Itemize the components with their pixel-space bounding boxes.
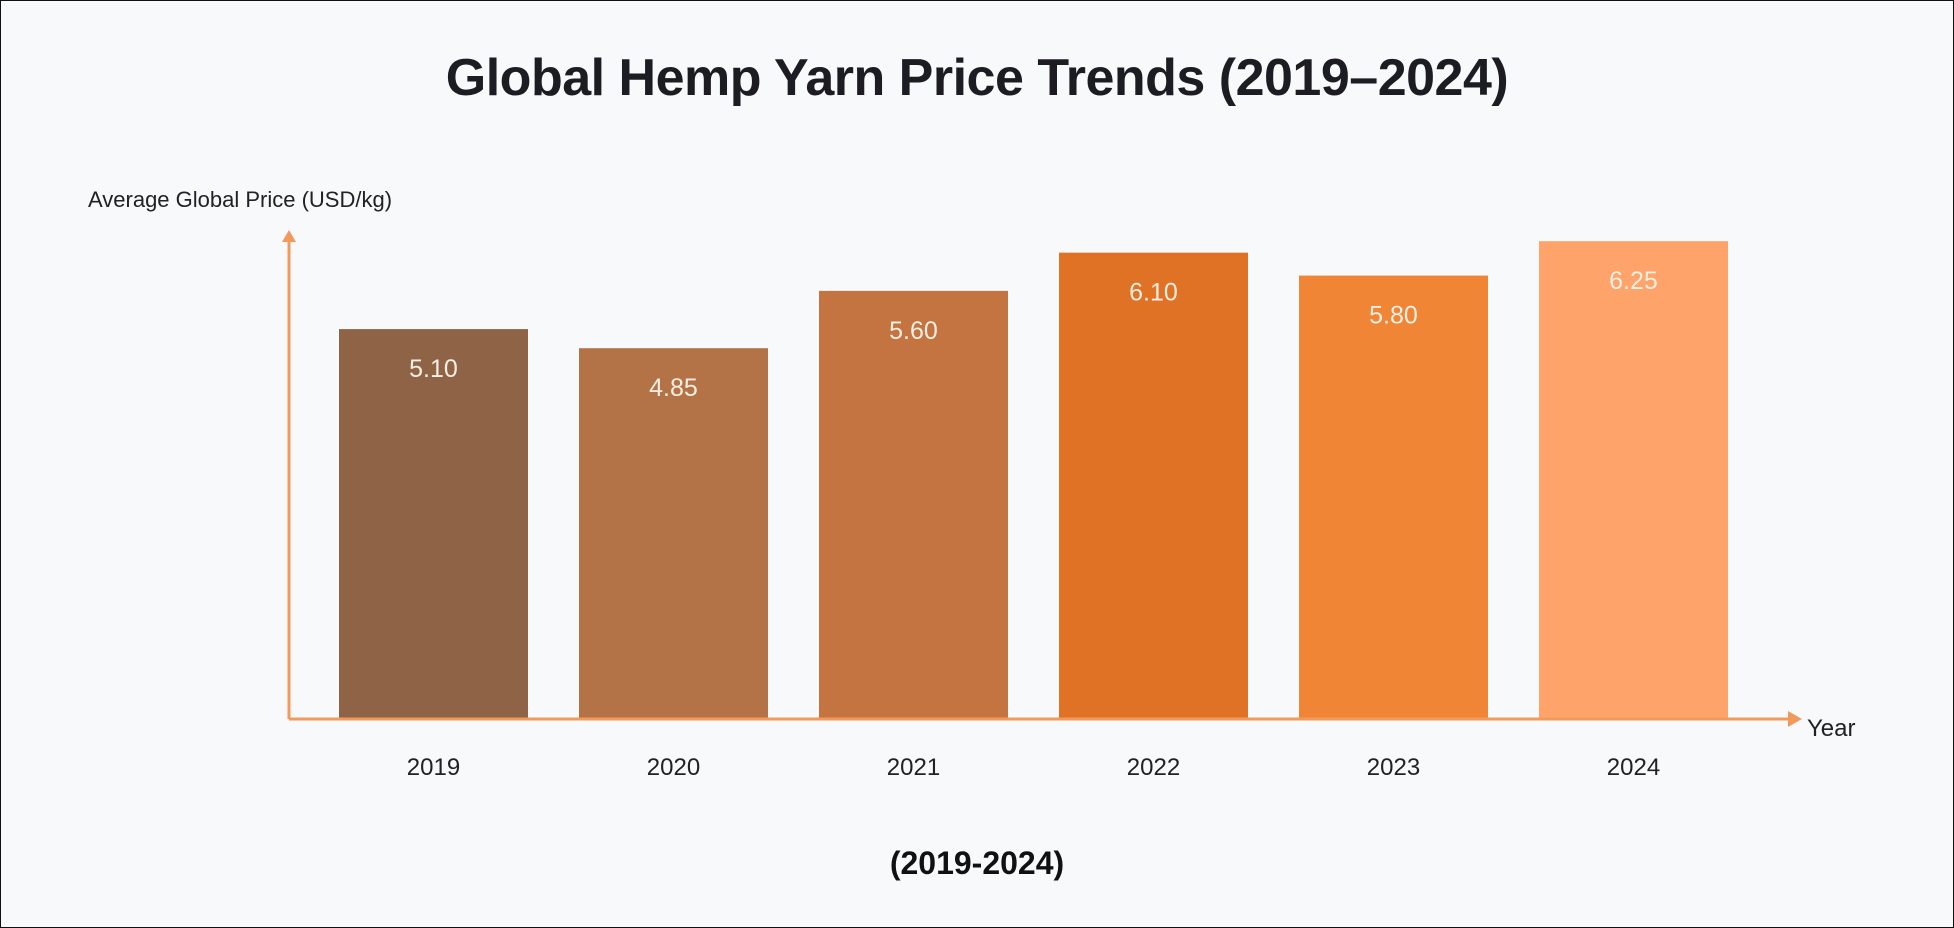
x-axis-label: Year — [1807, 715, 1856, 742]
y-axis-arrow-icon — [282, 230, 296, 242]
x-axis-arrow-icon — [1788, 711, 1802, 727]
x-tick-label: 2020 — [647, 754, 700, 781]
bar-2020 — [579, 348, 768, 719]
bar-2023 — [1299, 275, 1488, 719]
data-label: 4.85 — [649, 374, 698, 402]
x-tick-label: 2022 — [1127, 754, 1180, 781]
bars-group: 5.10 2019 4.85 2020 5.60 2021 6.10 2022 5.80 2023… — [339, 241, 1728, 781]
data-label: 6.25 — [1609, 267, 1658, 295]
x-tick-label: 2019 — [407, 754, 460, 781]
chart-title: Global Hemp Yarn Price Trends (2019–2024… — [445, 49, 1509, 107]
bar-2021 — [819, 290, 1008, 719]
bar-2019 — [339, 329, 528, 719]
chart-subtitle: (2019-2024) — [889, 845, 1065, 881]
x-tick-label: 2024 — [1607, 754, 1660, 781]
data-label: 5.10 — [409, 355, 458, 383]
data-label: 6.10 — [1129, 279, 1178, 307]
data-label: 5.60 — [889, 317, 938, 345]
data-label: 5.80 — [1369, 302, 1418, 330]
y-axis-label: Average Global Price (USD/kg) — [88, 187, 393, 212]
x-tick-label: 2021 — [887, 754, 940, 781]
bar-2022 — [1059, 252, 1248, 719]
bar-2024 — [1539, 241, 1728, 719]
x-tick-label: 2023 — [1367, 754, 1420, 781]
